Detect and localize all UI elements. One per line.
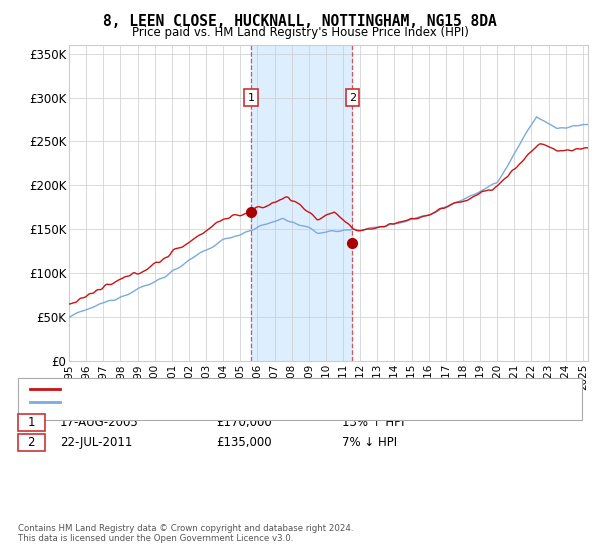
Text: 17-AUG-2005: 17-AUG-2005	[60, 416, 139, 430]
Text: 7% ↓ HPI: 7% ↓ HPI	[342, 436, 397, 449]
Text: 2: 2	[349, 92, 356, 102]
Text: 8, LEEN CLOSE, HUCKNALL, NOTTINGHAM, NG15 8DA (detached house): 8, LEEN CLOSE, HUCKNALL, NOTTINGHAM, NG1…	[66, 384, 439, 394]
Bar	[251, 45, 352, 361]
Text: 8, LEEN CLOSE, HUCKNALL, NOTTINGHAM, NG15 8DA: 8, LEEN CLOSE, HUCKNALL, NOTTINGHAM, NG1…	[103, 14, 497, 29]
Text: Price paid vs. HM Land Registry's House Price Index (HPI): Price paid vs. HM Land Registry's House …	[131, 26, 469, 39]
Text: £135,000: £135,000	[216, 436, 272, 449]
Text: 1: 1	[248, 92, 254, 102]
Text: 13% ↑ HPI: 13% ↑ HPI	[342, 416, 404, 430]
Text: HPI: Average price, detached house, Ashfield: HPI: Average price, detached house, Ashf…	[66, 397, 301, 407]
Text: 22-JUL-2011: 22-JUL-2011	[60, 436, 133, 449]
Text: 2: 2	[28, 436, 35, 449]
Text: 1: 1	[28, 416, 35, 430]
Text: Contains HM Land Registry data © Crown copyright and database right 2024.
This d: Contains HM Land Registry data © Crown c…	[18, 524, 353, 543]
Text: £170,000: £170,000	[216, 416, 272, 430]
